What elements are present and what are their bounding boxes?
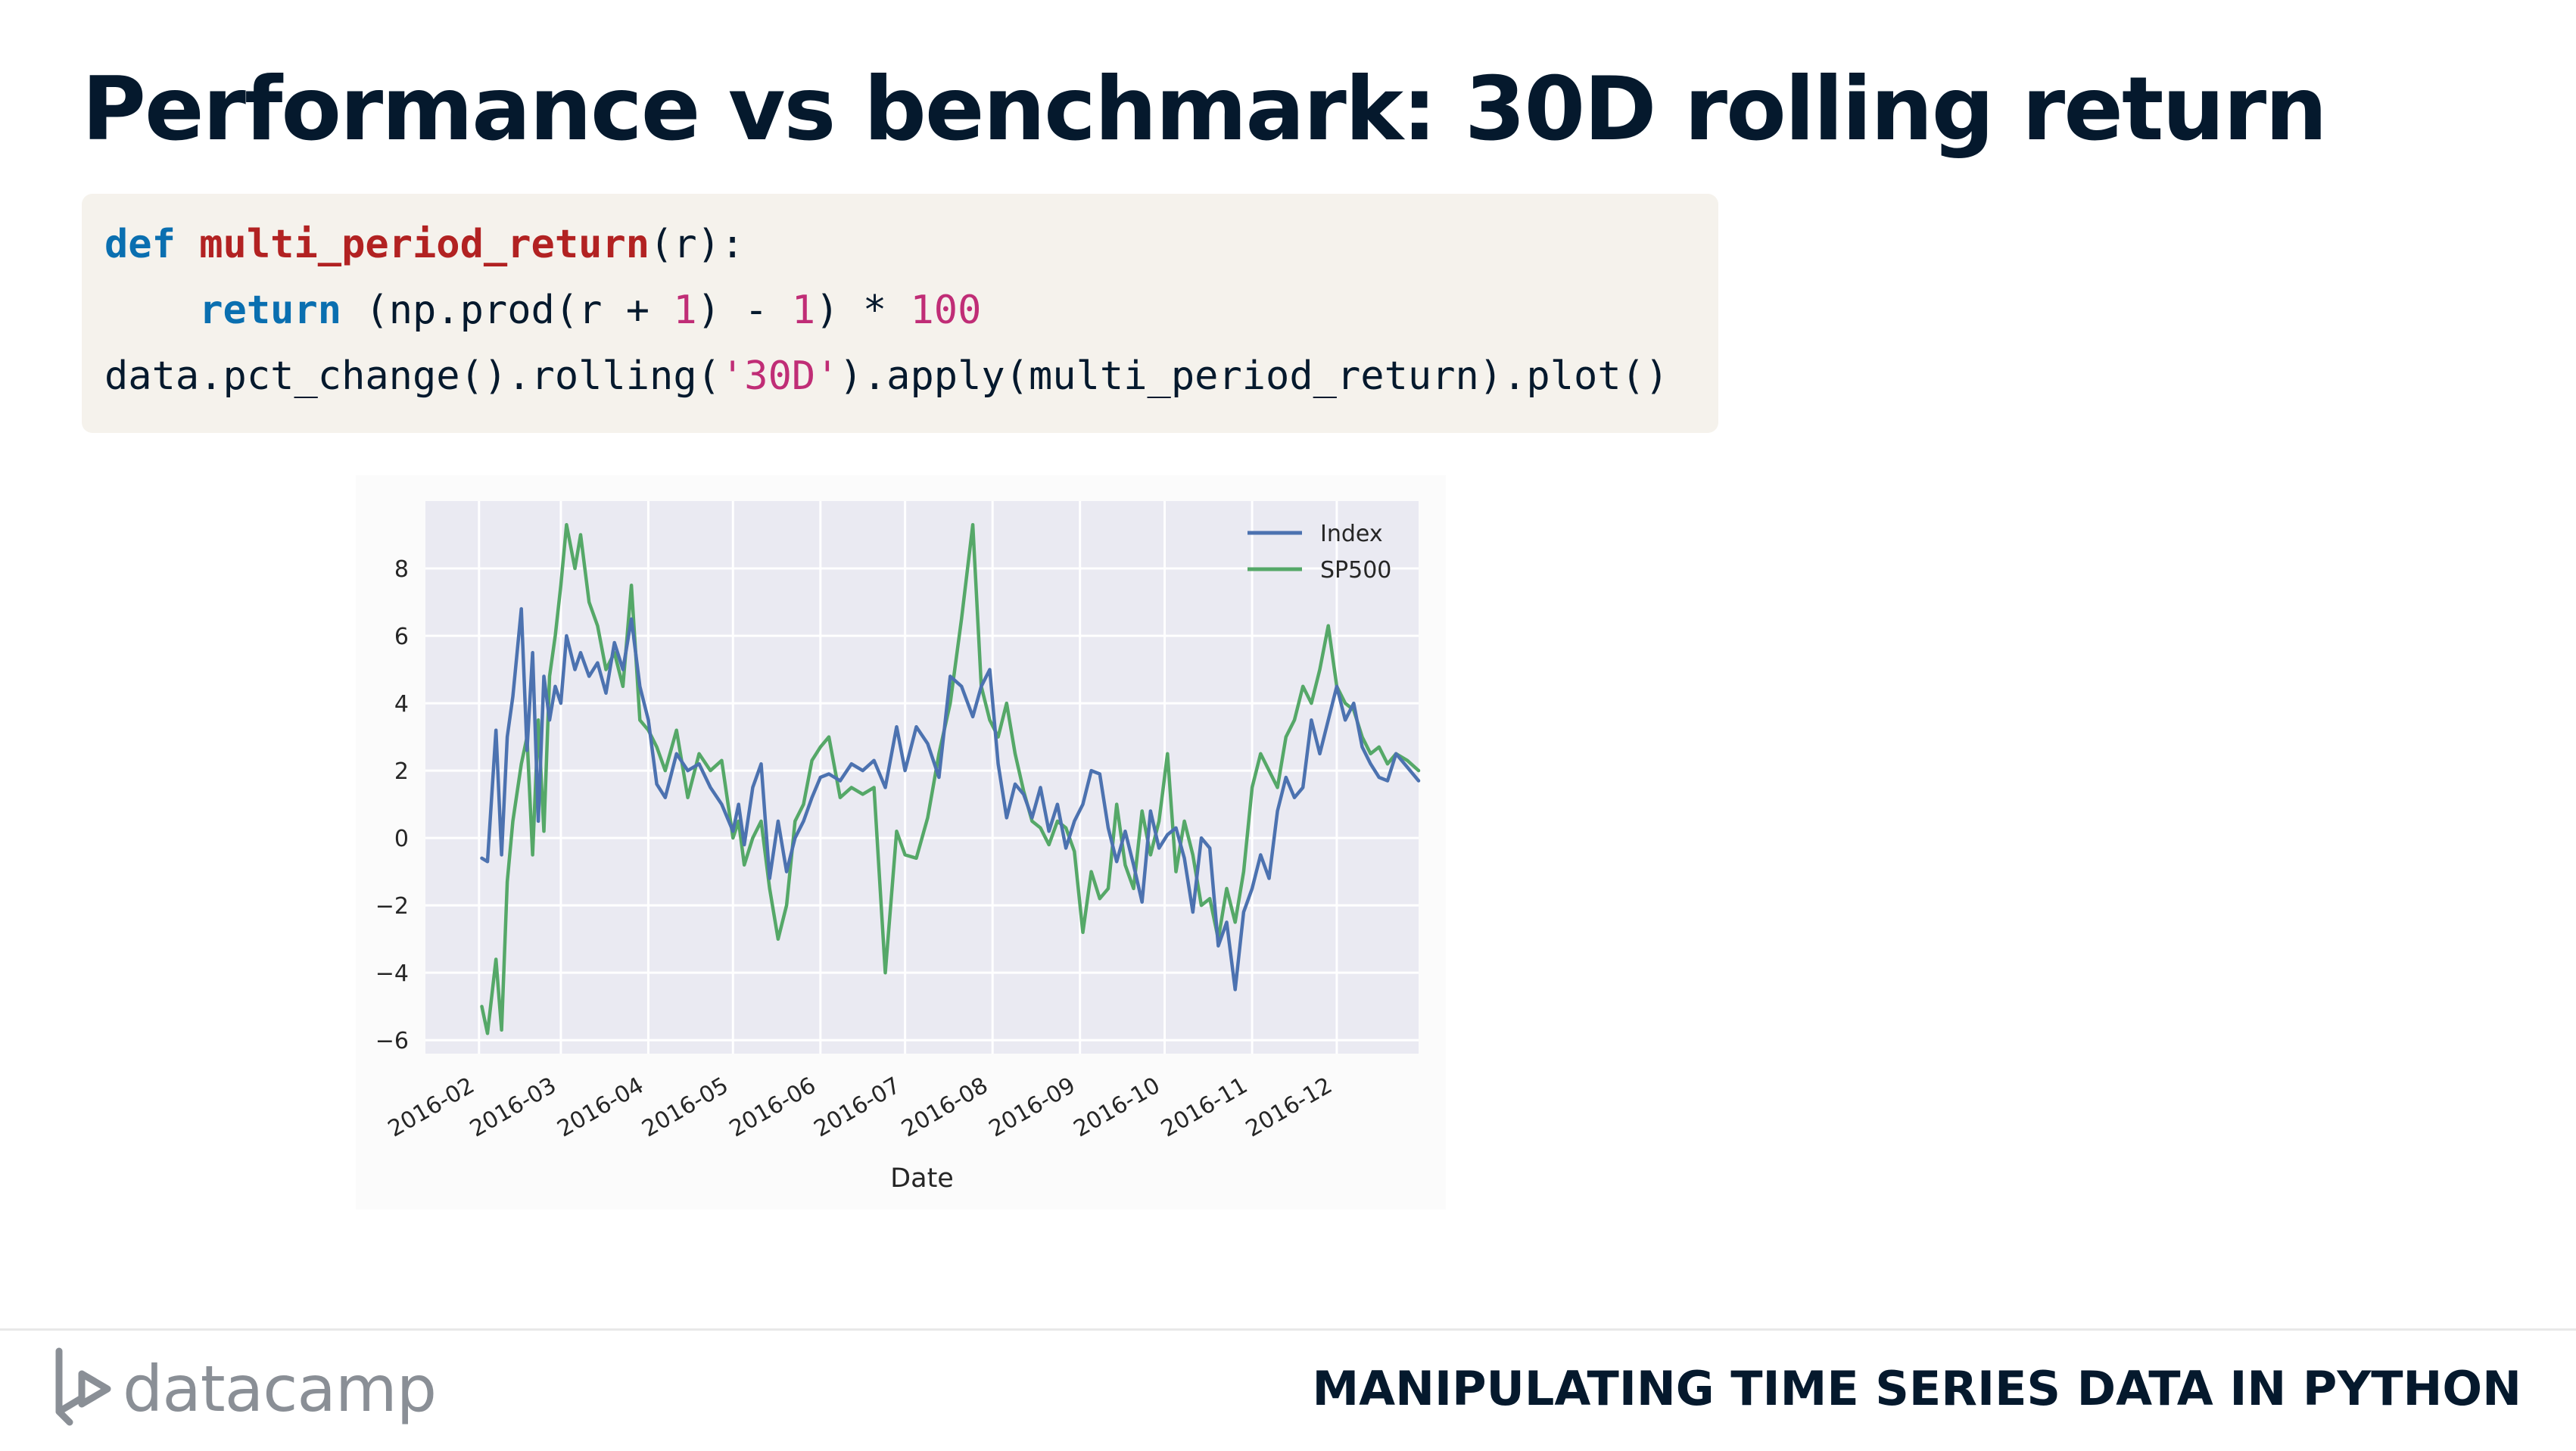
- code-indent: [104, 288, 199, 333]
- series-line-index: [480, 607, 1421, 992]
- rolling-return-chart: −6−4−2024682016-022016-032016-042016-052…: [375, 501, 1421, 1194]
- code-keyword: def: [104, 222, 176, 267]
- code-number: 100: [910, 288, 982, 333]
- y-tick-label: 4: [394, 691, 409, 718]
- code-line-1: def multi_period_return(r):: [104, 212, 1718, 278]
- x-tick-label: 2016-09: [985, 1073, 1080, 1143]
- y-tick-label: −4: [375, 961, 409, 987]
- x-tick-label: 2016-12: [1241, 1073, 1337, 1143]
- footer-divider: [0, 1328, 2576, 1331]
- datacamp-logo-icon: [55, 1347, 111, 1426]
- x-tick-label: 2016-05: [637, 1073, 733, 1143]
- y-tick-label: 2: [394, 758, 409, 785]
- legend-label: SP500: [1320, 557, 1391, 584]
- x-tick-label: 2016-11: [1157, 1073, 1252, 1143]
- x-tick-label: 2016-10: [1069, 1073, 1164, 1143]
- x-tick-label: 2016-06: [725, 1073, 821, 1143]
- code-text: data.pct_change().rolling(: [104, 353, 721, 399]
- x-tick-label: 2016-03: [466, 1073, 561, 1143]
- y-tick-label: −2: [375, 893, 409, 920]
- code-function-name: multi_period_return: [199, 222, 650, 267]
- plot-area: [425, 501, 1419, 1054]
- code-number: 1: [791, 288, 816, 333]
- y-tick-label: 6: [394, 624, 409, 650]
- code-text: ) -: [696, 288, 792, 333]
- code-keyword: return: [199, 288, 342, 333]
- x-tick-label: 2016-07: [810, 1073, 905, 1143]
- x-axis-label: Date: [890, 1163, 954, 1194]
- code-number: 1: [673, 288, 697, 333]
- y-tick-label: 8: [394, 556, 409, 583]
- x-tick-label: 2016-08: [897, 1073, 992, 1143]
- brand-logo: datacamp: [53, 1344, 447, 1434]
- code-string: '30D': [720, 353, 839, 399]
- code-text: ).apply(multi_period_return).plot(): [839, 353, 1669, 399]
- slide-title: Performance vs benchmark: 30D rolling re…: [82, 58, 2328, 160]
- x-tick-label: 2016-04: [553, 1073, 648, 1143]
- course-name: MANIPULATING TIME SERIES DATA IN PYTHON: [1312, 1361, 2521, 1416]
- y-tick-label: 0: [394, 826, 409, 852]
- legend-label: Index: [1320, 521, 1383, 547]
- code-line-2: return (np.prod(r + 1) - 1) * 100: [104, 278, 1718, 344]
- code-text: ) *: [815, 288, 911, 333]
- code-text: (np.prod(r +: [341, 288, 674, 333]
- x-tick-label: 2016-02: [384, 1073, 479, 1143]
- chart-container: −6 −4 −2 0 2 4 6 8 2016-02 2016-03 2016-04 2016-05 2…: [356, 475, 1446, 1210]
- y-tick-label: −6: [375, 1028, 409, 1054]
- brand-name: datacamp: [123, 1352, 437, 1426]
- code-text: (r):: [649, 222, 745, 267]
- code-block: def multi_period_return(r): return (np.p…: [82, 194, 1718, 433]
- code-line-3: data.pct_change().rolling('30D').apply(m…: [104, 344, 1718, 409]
